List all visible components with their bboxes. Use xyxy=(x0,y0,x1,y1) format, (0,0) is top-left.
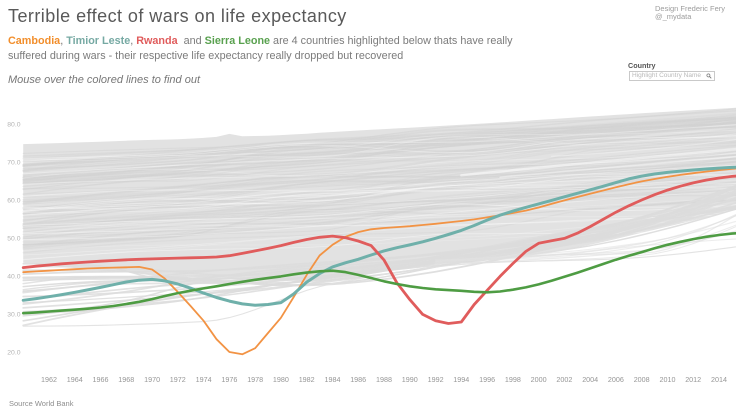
svg-text:1988: 1988 xyxy=(376,375,392,384)
svg-text:2008: 2008 xyxy=(634,375,650,384)
svg-text:1994: 1994 xyxy=(453,375,469,384)
svg-text:2000: 2000 xyxy=(531,375,547,384)
svg-text:2010: 2010 xyxy=(660,375,676,384)
svg-text:30.0: 30.0 xyxy=(7,311,20,318)
svg-text:2012: 2012 xyxy=(685,375,701,384)
svg-text:1966: 1966 xyxy=(93,375,109,384)
svg-text:1992: 1992 xyxy=(428,375,444,384)
svg-text:1970: 1970 xyxy=(144,375,160,384)
svg-text:1984: 1984 xyxy=(325,375,341,384)
svg-text:1968: 1968 xyxy=(118,375,134,384)
svg-text:2002: 2002 xyxy=(556,375,572,384)
svg-text:1962: 1962 xyxy=(41,375,57,384)
svg-text:1976: 1976 xyxy=(221,375,237,384)
svg-text:1974: 1974 xyxy=(196,375,212,384)
svg-text:80.0: 80.0 xyxy=(7,121,20,128)
svg-text:1986: 1986 xyxy=(350,375,366,384)
svg-text:1972: 1972 xyxy=(170,375,186,384)
svg-text:1982: 1982 xyxy=(299,375,315,384)
svg-text:2004: 2004 xyxy=(582,375,598,384)
svg-text:1980: 1980 xyxy=(273,375,289,384)
svg-text:50.0: 50.0 xyxy=(7,235,20,242)
svg-text:2014: 2014 xyxy=(711,375,727,384)
svg-text:1996: 1996 xyxy=(479,375,495,384)
svg-text:1964: 1964 xyxy=(67,375,83,384)
svg-text:70.0: 70.0 xyxy=(7,159,20,166)
svg-text:20.0: 20.0 xyxy=(7,349,20,356)
svg-text:2006: 2006 xyxy=(608,375,624,384)
svg-text:1998: 1998 xyxy=(505,375,521,384)
svg-text:1978: 1978 xyxy=(247,375,263,384)
svg-text:1990: 1990 xyxy=(402,375,418,384)
svg-text:40.0: 40.0 xyxy=(7,273,20,280)
svg-text:60.0: 60.0 xyxy=(7,197,20,204)
